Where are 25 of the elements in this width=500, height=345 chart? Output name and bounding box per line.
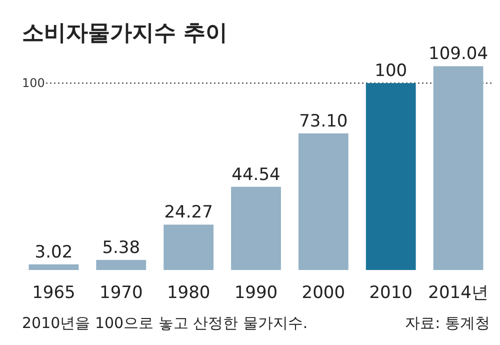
data-label: 109.04 bbox=[428, 44, 488, 64]
x-tick-label: 1965 bbox=[32, 283, 76, 303]
data-label: 5.38 bbox=[102, 238, 140, 258]
x-tick-label: 1970 bbox=[100, 283, 143, 303]
bar bbox=[231, 186, 281, 270]
x-tick-label: 1990 bbox=[234, 283, 278, 303]
bar bbox=[298, 133, 348, 270]
data-label: 73.10 bbox=[299, 111, 348, 132]
data-label: 3.02 bbox=[34, 242, 73, 262]
bar bbox=[366, 83, 416, 270]
bar bbox=[28, 264, 79, 270]
bar bbox=[96, 260, 146, 270]
data-label: 100 bbox=[374, 61, 408, 82]
bar bbox=[164, 224, 214, 270]
chart-title: 소비자물가지수 추이 bbox=[22, 21, 228, 46]
x-tick-label: 2000 bbox=[302, 283, 346, 303]
text: 2010년을 100으로 놓고 산정한 물가지수. bbox=[22, 314, 308, 332]
x-tick-label: 2010 bbox=[369, 283, 412, 303]
x-tick-label: 2014년 bbox=[428, 283, 488, 303]
bar bbox=[433, 66, 484, 270]
data-label: 24.27 bbox=[164, 202, 213, 223]
ref-line-label: 100 bbox=[22, 76, 45, 90]
text: 자료: 통계청 bbox=[405, 314, 490, 332]
x-tick-label: 1980 bbox=[166, 283, 210, 303]
data-label: 44.54 bbox=[232, 164, 280, 185]
